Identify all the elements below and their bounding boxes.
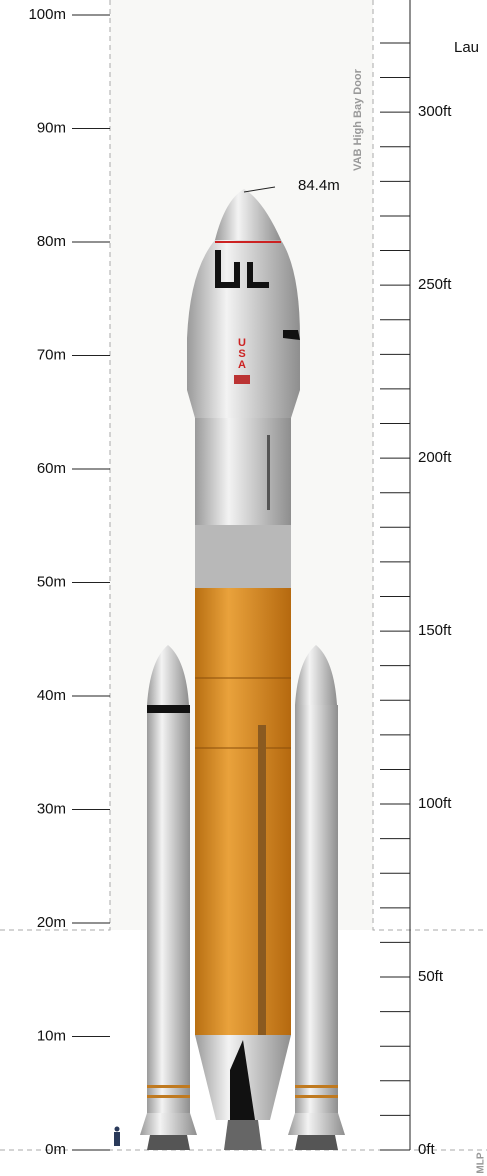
meter-label: 70m [37, 346, 66, 363]
vab-door-outline [0, 0, 487, 931]
height-label: 84.4m [298, 177, 340, 194]
meter-label: 90m [37, 119, 66, 136]
feet-label: 100ft [418, 795, 452, 812]
meter-label: 0m [45, 1141, 66, 1158]
meter-label: 50m [37, 573, 66, 590]
meter-label: 60m [37, 460, 66, 477]
scales: 0m 10m 20m 30m 40m 50m 60m 70m 80m 90m 100m 0ft 50ft… [28, 6, 452, 1158]
meter-label: 20m [37, 914, 66, 931]
left-booster [140, 645, 197, 1150]
feet-label: 0ft [418, 1141, 436, 1158]
meter-label: 100m [28, 6, 66, 23]
upper-stage [187, 186, 300, 588]
meter-label: 80m [37, 233, 66, 250]
meter-label: 30m [37, 800, 66, 817]
platform-label: MLP [476, 1152, 487, 1173]
right-booster [288, 645, 345, 1150]
feet-label: 250ft [418, 276, 452, 293]
door-label: VAB High Bay Door [352, 68, 364, 171]
feet-label: 200ft [418, 449, 452, 466]
meter-label: 10m [37, 1027, 66, 1044]
person [114, 1126, 120, 1146]
meter-label: 40m [37, 687, 66, 704]
height-leader [243, 186, 276, 193]
feet-label: 300ft [418, 103, 452, 120]
core-stage [195, 588, 291, 1150]
feet-label: 50ft [418, 968, 444, 985]
feet-label: 150ft [418, 622, 452, 639]
cut-label: Lau [454, 39, 479, 56]
